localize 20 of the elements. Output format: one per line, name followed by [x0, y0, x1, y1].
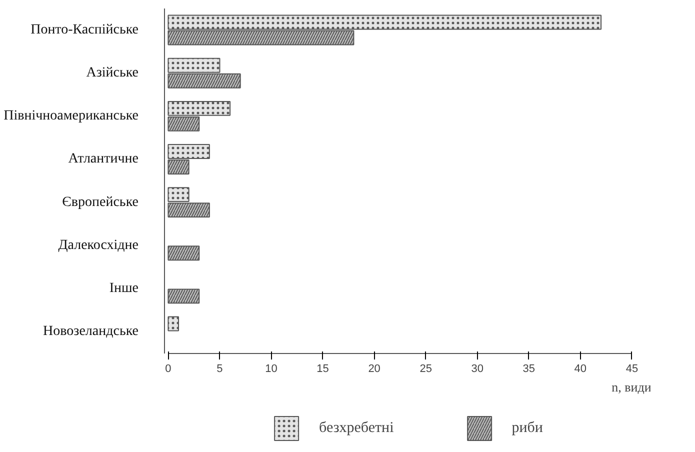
y-tick-label: Атлантичне — [68, 152, 138, 167]
y-tick-label: Понто-Каспійське — [30, 22, 139, 38]
legend-label: безхребетні — [319, 420, 394, 436]
x-tick-label: 25 — [420, 363, 432, 376]
y-tick-label: Новозеландське — [43, 324, 139, 340]
x-tick-label: 0 — [165, 363, 172, 376]
y-tick-label: Північноамериканське — [4, 108, 139, 124]
x-tick-label: 35 — [522, 363, 536, 376]
legend-label: риби — [512, 420, 543, 436]
x-tick-label: 20 — [368, 363, 380, 376]
y-tick-label: Європейське — [62, 194, 139, 210]
y-tick-label: Азійське — [86, 66, 139, 81]
y-tick-label: Інше — [109, 280, 139, 296]
y-tick-label: Далекосхідне — [58, 238, 139, 253]
x-tick-label: 10 — [265, 363, 278, 376]
x-tick-label: 15 — [316, 363, 329, 376]
x-tick-label: 5 — [216, 363, 223, 376]
x-tick-label: 45 — [626, 363, 638, 376]
x-tick-label: 40 — [574, 363, 587, 376]
x-tick-label: 30 — [471, 363, 484, 376]
